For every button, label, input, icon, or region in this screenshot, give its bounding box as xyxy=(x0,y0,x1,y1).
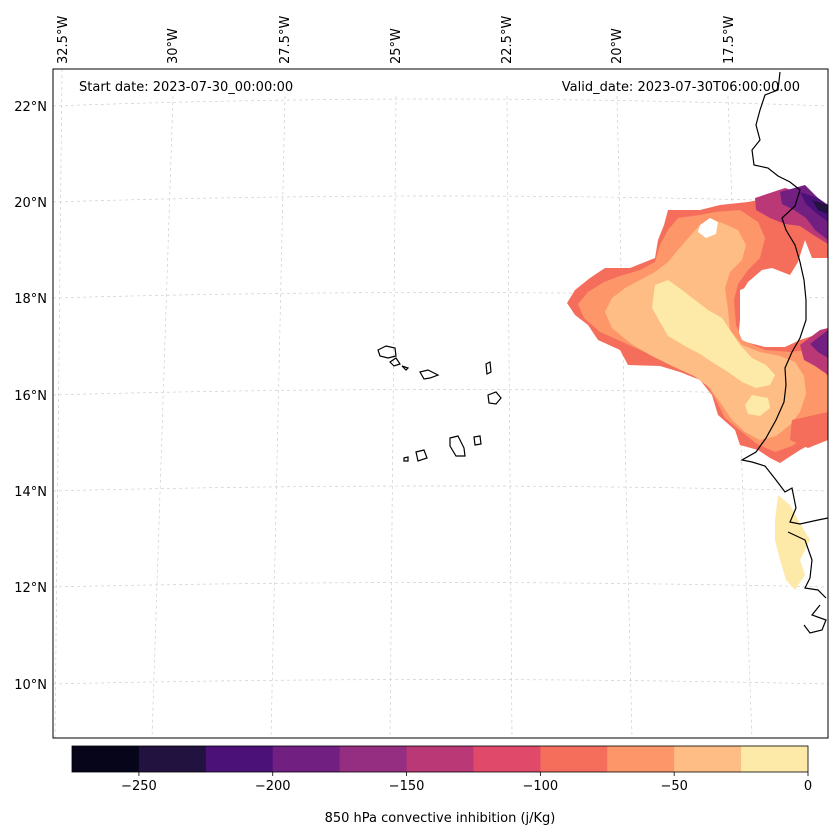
colorbar-swatch xyxy=(540,746,608,772)
lon-label: 22.5°W xyxy=(500,16,515,64)
gridline-lon-25 xyxy=(389,95,397,739)
lon-label: 30°W xyxy=(166,28,181,64)
colorbar-swatch xyxy=(473,746,541,772)
contour-band-minus-25 xyxy=(652,280,775,388)
gridline-lon-20 xyxy=(616,95,633,739)
colorbar-swatch xyxy=(674,746,742,772)
lat-label: 22°N xyxy=(14,100,47,115)
colorbar-swatch xyxy=(741,746,809,772)
lon-label: 32.5°W xyxy=(56,16,71,64)
colorbar-swatch xyxy=(138,746,207,772)
lat-label: 14°N xyxy=(14,485,47,500)
colorbar-tick-label: −100 xyxy=(523,779,559,794)
gridline-lat-14 xyxy=(52,485,829,492)
island-sao-vicente xyxy=(389,357,401,367)
gridline-lon-17-5 xyxy=(727,95,753,739)
lat-label: 16°N xyxy=(14,389,47,404)
colorbar-tick-label: −150 xyxy=(389,779,425,794)
lat-labels: 22°N 20°N 18°N 16°N 14°N 12°N 10°N xyxy=(14,100,47,693)
lat-label: 18°N xyxy=(14,292,47,307)
lat-label: 20°N xyxy=(14,196,47,211)
gridline-lat-12 xyxy=(52,582,829,588)
colorbar-swatch xyxy=(339,746,408,772)
island-fogo xyxy=(415,449,428,462)
valid-date-label: Valid_date: 2023-07-30T06:00:00.00 xyxy=(562,80,800,95)
island-santa-luzia xyxy=(401,365,410,371)
contour-band-minus-275-north xyxy=(812,200,828,214)
start-date-label: Start date: 2023-07-30_00:00:00 xyxy=(79,80,293,95)
colorbar-swatch xyxy=(72,746,140,772)
contour-band-minus-250-north xyxy=(800,192,828,222)
lon-labels: 32.5°W 30°W 27.5°W 25°W 22.5°W 20°W 17.5… xyxy=(56,16,737,64)
island-boa-vista xyxy=(487,391,502,405)
island-sal xyxy=(485,361,492,375)
gridline-lat-22 xyxy=(52,98,829,107)
gridline-lat-20 xyxy=(52,195,829,203)
contour-coast-patch xyxy=(745,395,770,416)
gridline-lon-22-5 xyxy=(506,95,513,739)
contour-band-minus-100-south xyxy=(790,412,828,448)
coastline-africa xyxy=(740,71,829,634)
colorbar: −250 −200 −150 −100 −50 0 xyxy=(71,745,812,794)
contour-band-minus-200-east xyxy=(810,330,828,358)
gridline-lon-30 xyxy=(151,95,174,739)
colorbar-swatch xyxy=(607,746,675,772)
colorbar-swatch xyxy=(272,746,341,772)
island-maio xyxy=(473,435,482,446)
map-frame-border xyxy=(52,68,829,739)
gridlines xyxy=(52,68,829,739)
colorbar-tick-label: 0 xyxy=(804,779,812,794)
colorbar-swatch xyxy=(406,746,474,772)
contour-hole-coast xyxy=(740,282,806,340)
island-brava xyxy=(403,456,409,462)
lon-label: 25°W xyxy=(389,28,404,64)
colorbar-tick-label: −250 xyxy=(121,779,157,794)
lon-label: 27.5°W xyxy=(278,16,293,64)
colorbar-tick-label: −200 xyxy=(255,779,291,794)
colorbar-title: 850 hPa convective inhibition (j/Kg) xyxy=(325,811,556,826)
island-santiago xyxy=(449,435,466,457)
map-frame-bg xyxy=(53,69,828,738)
contour-gambia-patch xyxy=(775,495,810,590)
gridline-lat-10 xyxy=(52,679,829,685)
colorbar-swatch xyxy=(205,746,274,772)
island-santo-antao xyxy=(377,345,397,359)
coastlines xyxy=(377,71,829,634)
lon-label: 20°W xyxy=(610,28,625,64)
gridline-lon-27-5 xyxy=(270,95,286,739)
contour-hole-north xyxy=(698,218,718,238)
colorbar-tick-label: −50 xyxy=(660,779,687,794)
colorbar-border xyxy=(71,745,809,773)
lat-label: 10°N xyxy=(14,678,47,693)
lon-label: 17.5°W xyxy=(722,16,737,64)
lat-label: 12°N xyxy=(14,581,47,596)
island-sao-nicolau xyxy=(419,369,440,380)
cin-contours xyxy=(567,185,828,590)
gridline-lat-18 xyxy=(52,292,829,299)
